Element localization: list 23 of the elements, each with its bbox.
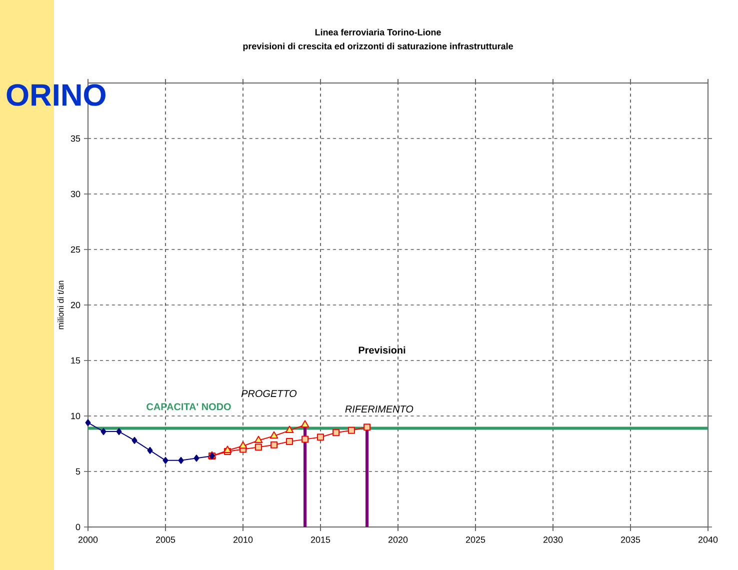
y-tick-label: 15 — [71, 357, 80, 364]
y-tick-label: 35 — [70, 135, 80, 142]
y-tick-label: 0 — [76, 524, 80, 530]
x-tick-label: 2020 — [388, 536, 408, 543]
x-tick-label: 2000 — [78, 536, 98, 543]
x-tick-label: 2035 — [620, 536, 640, 543]
ref-line-label: RIFERIMENTO — [345, 406, 414, 413]
y-tick-label: 25 — [70, 246, 80, 253]
x-tick-label: 2025 — [466, 536, 486, 543]
x-tick-label: 2015 — [310, 536, 330, 543]
annotation: Previsioni — [358, 346, 406, 354]
chart-title: Linea ferroviaria Torino-Lione previsioni di crescita ed orizzonti di saturazione infrastrutturale — [243, 28, 513, 52]
ref-line-label: CAPACITA' NODO — [146, 403, 231, 410]
y-axis-title: milioni di t/an — [57, 280, 64, 330]
ref-line-label: PROGETTO — [241, 390, 297, 398]
y-tick-label: 30 — [70, 190, 80, 198]
x-tick-label: 2010 — [233, 536, 253, 543]
y-tick-label: 20 — [70, 302, 80, 308]
x-tick-label: 2005 — [156, 536, 176, 543]
x-tick-label: 2040 — [698, 536, 718, 543]
y-tick-label: 10 — [71, 412, 80, 420]
y-tick-label: 5 — [76, 468, 80, 475]
x-tick-label: 2030 — [543, 536, 563, 543]
